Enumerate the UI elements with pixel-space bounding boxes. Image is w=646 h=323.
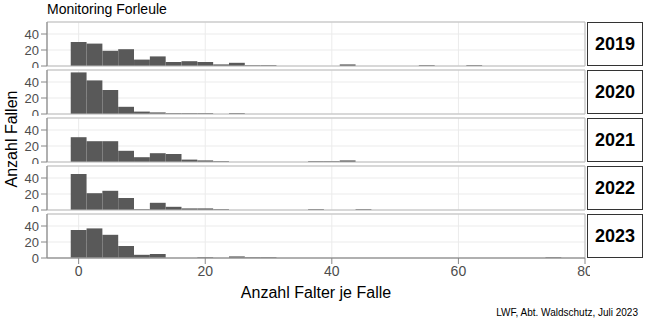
svg-text:0: 0 [75, 263, 83, 279]
svg-text:20: 20 [197, 263, 213, 279]
html-text:LWF, Abt. Waldschutz, Juli 202: LWF, Abt. Waldschutz, Juli 2023 [496, 307, 638, 318]
svg-text:0: 0 [32, 107, 39, 116]
svg-text:80: 80 [577, 263, 590, 279]
html-text:2019: 2019 [595, 33, 635, 54]
svg-text:60: 60 [451, 263, 467, 279]
html-text:2021: 2021 [595, 129, 635, 150]
svg-text:20: 20 [25, 187, 39, 202]
svg-text:0: 0 [32, 59, 39, 68]
html-text:Anzahl Fallen: Anzahl Fallen [3, 90, 20, 188]
svg-text:40: 40 [25, 75, 39, 90]
svg-text:40: 40 [25, 123, 39, 138]
svg-text:40: 40 [25, 171, 39, 186]
svg-text:0: 0 [32, 155, 39, 164]
html-text:Monitoring Forleule: Monitoring Forleule [47, 1, 167, 17]
svg-text:20: 20 [25, 235, 39, 250]
html-text:2022: 2022 [595, 177, 635, 198]
svg-text:20: 20 [25, 43, 39, 58]
html-text:2020: 2020 [595, 81, 635, 102]
svg-text:20: 20 [25, 91, 39, 106]
svg-text:0: 0 [32, 203, 39, 212]
svg-text:0: 0 [32, 251, 39, 266]
html-text:2023: 2023 [595, 225, 635, 246]
svg-text:40: 40 [324, 263, 340, 279]
html-text:Anzahl Falter je Falle: Anzahl Falter je Falle [240, 284, 392, 301]
svg-text:20: 20 [25, 139, 39, 154]
svg-text:40: 40 [25, 27, 39, 42]
svg-text:40: 40 [25, 219, 39, 234]
